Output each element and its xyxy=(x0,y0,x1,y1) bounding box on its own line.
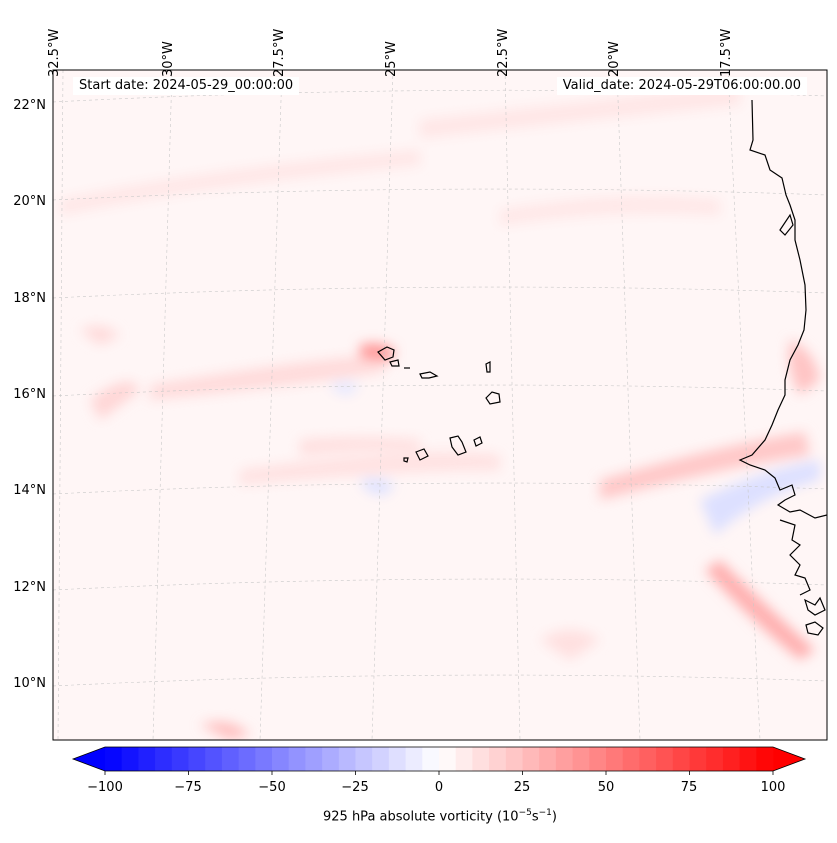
colorbar-segment xyxy=(288,747,306,771)
graticule xyxy=(53,70,827,740)
vorticity-background xyxy=(53,70,827,740)
colorbar-segment xyxy=(622,747,640,771)
lat-label: 14°N xyxy=(13,483,46,498)
colorbar-segment xyxy=(121,747,139,771)
colorbar-segment xyxy=(372,747,390,771)
colorbar-extend-low xyxy=(73,747,105,771)
colorbar-segment xyxy=(505,747,523,771)
lat-label: 20°N xyxy=(13,194,46,209)
colorbar xyxy=(71,746,807,775)
lon-label: 30°W xyxy=(161,41,176,77)
colorbar-tick-label: 25 xyxy=(513,780,531,795)
colorbar-segment xyxy=(155,747,173,771)
colorbar-tick-label: 75 xyxy=(680,780,698,795)
colorbar-segment xyxy=(522,747,540,771)
vorticity-field xyxy=(60,85,820,740)
lon-label: 22.5°W xyxy=(496,28,511,77)
colorbar-segment xyxy=(539,747,557,771)
colorbar-segment xyxy=(272,747,290,771)
colorbar-segment xyxy=(388,747,406,771)
colorbar-segment xyxy=(205,747,223,771)
colorbar-segment xyxy=(138,747,156,771)
colorbar-tick-label: 0 xyxy=(434,780,444,795)
colorbar-segment xyxy=(338,747,356,771)
lat-label: 22°N xyxy=(13,98,46,113)
colorbar-segment xyxy=(405,747,423,771)
colorbar-segment xyxy=(355,747,373,771)
colorbar-segment xyxy=(439,747,457,771)
lon-label: 32.5°W xyxy=(47,28,62,77)
colorbar-tick-label: 100 xyxy=(760,780,786,795)
colorbar-segment xyxy=(188,747,206,771)
colorbar-segment xyxy=(305,747,323,771)
colorbar-segment xyxy=(105,747,123,771)
map-frame xyxy=(52,69,828,741)
colorbar-segment xyxy=(455,747,473,771)
colorbar-segment xyxy=(756,747,774,771)
colorbar-segment xyxy=(606,747,624,771)
lat-label: 16°N xyxy=(13,387,46,402)
coastlines xyxy=(377,99,827,636)
africa-coastline xyxy=(738,99,827,519)
cape-verde-islands xyxy=(377,346,395,361)
lon-label: 20°W xyxy=(607,41,622,77)
lat-label: 18°N xyxy=(13,291,46,306)
colorbar-segment xyxy=(171,747,189,771)
lat-label: 12°N xyxy=(13,580,46,595)
start-date-label: Start date: 2024-05-29_00:00:00 xyxy=(73,77,300,95)
colorbar-tick-label: −50 xyxy=(258,780,286,795)
lat-label: 10°N xyxy=(13,676,46,691)
colorbar-segment xyxy=(572,747,590,771)
lon-label: 27.5°W xyxy=(272,28,287,77)
colorbar-segment xyxy=(672,747,690,771)
colorbar-segment xyxy=(706,747,724,771)
colorbar-segment xyxy=(739,747,757,771)
colorbar-segment xyxy=(472,747,490,771)
colorbar-segment xyxy=(238,747,256,771)
valid-date-label: Valid_date: 2024-05-29T06:00:00.00 xyxy=(556,77,807,95)
colorbar-segment xyxy=(221,747,239,771)
colorbar-label: 925 hPa absolute vorticity (10−5s−1) xyxy=(323,808,557,825)
colorbar-segment xyxy=(656,747,674,771)
colorbar-segment xyxy=(639,747,657,771)
colorbar-extend-high xyxy=(773,747,805,771)
colorbar-segment xyxy=(255,747,273,771)
lon-label: 17.5°W xyxy=(719,28,734,77)
colorbar-tick-label: −25 xyxy=(341,780,369,795)
colorbar-segment xyxy=(722,747,740,771)
colorbar-segment xyxy=(689,747,707,771)
colorbar-segment xyxy=(422,747,440,771)
colorbar-tick-label: −100 xyxy=(87,780,123,795)
colorbar-tick-label: 50 xyxy=(597,780,615,795)
lon-label: 25°W xyxy=(384,41,399,77)
colorbar-segment xyxy=(589,747,607,771)
colorbar-segment xyxy=(489,747,507,771)
colorbar-segment xyxy=(322,747,340,771)
map-plot-area xyxy=(53,70,827,740)
colorbar-tick-label: −75 xyxy=(174,780,202,795)
colorbar-segment xyxy=(555,747,573,771)
